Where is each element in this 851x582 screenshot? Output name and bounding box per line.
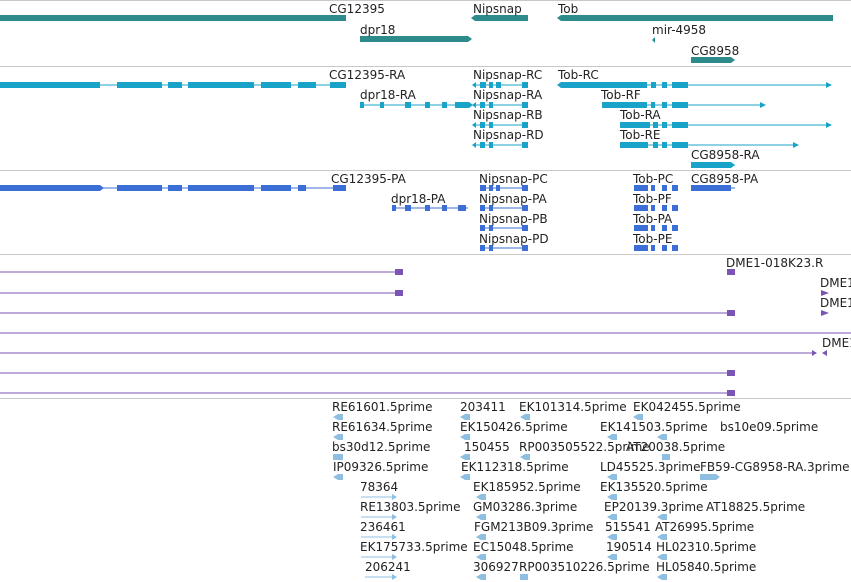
est-label[interactable]: 236461 [360,520,406,534]
clone-label[interactable]: DME1 [820,276,851,290]
transcript-label[interactable]: Tob-RE [620,128,661,142]
gene-Tob-arrow [557,15,561,21]
protein-label[interactable]: Tob-PA [633,212,673,226]
est-label[interactable]: AT26995.5prime [655,520,755,534]
track-separator [0,0,851,1]
gene-label[interactable]: CG8958 [691,44,740,58]
protein-label[interactable]: Nipsnap-PB [479,212,548,226]
est-label[interactable]: EK101314.5prime [519,400,627,414]
exon [117,82,162,88]
est-label[interactable]: 78364 [360,480,399,494]
transcript-label[interactable]: CG8958-RA [691,148,760,162]
protein-label[interactable]: Tob-PC [633,172,674,186]
est-label[interactable]: EK112318.5prime [461,460,569,474]
gene-CG8958[interactable] [691,57,731,63]
exon [0,82,100,88]
clones-track [0,269,851,396]
transcript-label[interactable]: Nipsnap-RD [473,128,544,142]
est-label[interactable]: EK135520.5prime [600,480,708,494]
est-label[interactable]: 515541 [605,520,651,534]
protein-label[interactable]: Nipsnap-PA [479,192,547,206]
transcript-label[interactable]: Tob-RF [601,88,641,102]
est-track [333,414,720,580]
gene-Nipsnap[interactable] [475,15,528,21]
transcript-label[interactable]: CG12395-RA [329,68,406,82]
protein-label[interactable]: Nipsnap-PD [479,232,549,246]
genes-track [0,15,833,63]
est-label[interactable]: FB59-CG8958-RA.3prime [700,460,850,474]
est-label[interactable]: bs30d12.5prime [332,440,431,454]
transcript-label[interactable]: Tob-RA [620,108,661,122]
track-separator [0,66,851,67]
est-label[interactable]: HL02310.5prime [656,540,757,554]
gene-dpr18[interactable] [360,36,468,42]
est-label[interactable]: RE61601.5prime [332,400,433,414]
est-label[interactable]: HL05840.5prime [656,560,757,574]
protein-label[interactable]: CG12395-PA [331,172,406,186]
est-label[interactable]: bs10e09.5prime [720,420,819,434]
est-label[interactable]: EC15048.5prime [473,540,574,554]
proteins-track [0,185,735,251]
gene-label[interactable]: CG12395 [329,2,385,16]
transcript-label[interactable]: Tob-RC [558,68,599,82]
est-label[interactable]: AT18825.5prime [706,500,806,514]
gene-label[interactable]: dpr18 [360,23,396,37]
transcript-label[interactable]: Nipsnap-RB [473,108,543,122]
est-label[interactable]: RE13803.5prime [360,500,461,514]
est-label[interactable]: EK141503.5prime [600,420,708,434]
est-label[interactable]: 190514 [606,540,652,554]
track-separator [0,170,851,171]
transcript-label[interactable]: Nipsnap-RA [473,88,543,102]
exon [330,82,346,88]
est-label[interactable]: EK175733.5prime [360,540,468,554]
clone-label[interactable]: DME1 [820,296,851,310]
gene-CG12395-arrow [326,15,346,21]
est-label[interactable]: 306927 [473,560,519,574]
est-label[interactable]: 206241 [365,560,411,574]
transcript-label[interactable]: Nipsnap-RC [473,68,543,82]
gene-Nipsnap-arrow [471,15,475,21]
exon [168,82,182,88]
transcript-label[interactable]: dpr18-RA [360,88,416,102]
protein-label[interactable]: Tob-PF [633,192,672,206]
exon [261,82,291,88]
est-label[interactable]: LD45525.3prime [600,460,701,474]
protein-label[interactable]: CG8958-PA [691,172,759,186]
gene-label[interactable]: Tob [558,2,579,16]
est-label[interactable]: EK042455.5prime [633,400,741,414]
est-label[interactable]: EK185952.5prime [473,480,581,494]
est-label[interactable]: EP20139.3prime [604,500,704,514]
gene-CG8958-arrow [731,57,735,63]
gene-dpr18-arrow [468,36,472,42]
est-label[interactable]: EK150426.5prime [460,420,568,434]
transcripts-track [0,82,832,168]
gene-label[interactable]: Nipsnap [473,2,522,16]
protein-label[interactable]: dpr18-PA [391,192,446,206]
est-label[interactable]: RE61634.5prime [332,420,433,434]
exon [298,82,316,88]
est-label[interactable]: GM03286.3prime [473,500,578,514]
est-label[interactable]: RP003505522.5prime [519,440,650,454]
clone-label[interactable]: DME1 [822,336,851,350]
protein-label[interactable]: Tob-PE [633,232,673,246]
track-separator [0,398,851,399]
est-label[interactable]: 203411 [460,400,506,414]
est-label[interactable]: 150455 [464,440,510,454]
protein-label[interactable]: Nipsnap-PC [479,172,548,186]
est-label[interactable]: RP003510226.5prime [519,560,650,574]
exon [188,82,254,88]
gene-Tob[interactable] [561,15,833,21]
gene-label[interactable]: mir-4958 [652,23,707,37]
gene-mir-4958[interactable] [652,37,655,43]
track-separator [0,254,851,255]
gene-CG12395[interactable] [0,15,330,21]
est-label[interactable]: AT20038.5prime [626,440,726,454]
est-label[interactable]: FGM213B09.3prime [474,520,594,534]
clone-label[interactable]: DME1-018K23.R [726,256,824,270]
est-label[interactable]: IP09326.5prime [333,460,429,474]
